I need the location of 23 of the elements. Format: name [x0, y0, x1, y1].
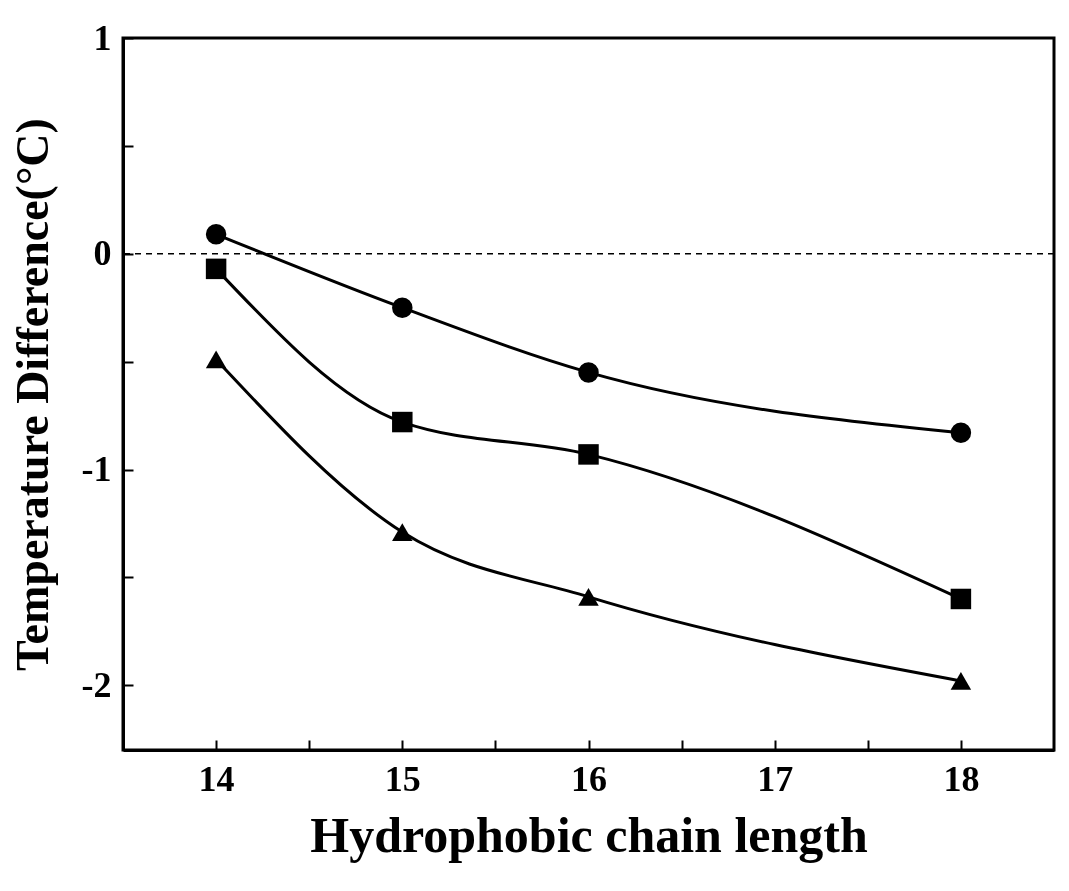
point: [205, 224, 227, 245]
x-tick-label: 16: [571, 758, 607, 799]
point: [950, 422, 972, 444]
y-tick-label: 1: [93, 17, 112, 58]
point: [950, 588, 972, 610]
point: [205, 258, 227, 280]
point: [578, 362, 599, 383]
point: [392, 297, 413, 318]
y-tick-label: -2: [81, 664, 112, 705]
point: [578, 587, 599, 606]
point: [578, 444, 599, 465]
y-axis-title: Temperature Difference(°C): [6, 118, 58, 671]
y-tick-label: 0: [93, 233, 112, 274]
x-tick-label: 17: [757, 758, 794, 799]
x-tick-label: 14: [198, 758, 235, 799]
x-tick-label: 18: [943, 758, 980, 799]
x-tick-label: 15: [384, 758, 421, 799]
point: [205, 350, 227, 369]
point: [392, 523, 413, 541]
point: [950, 672, 972, 690]
x-axis-title: Hydrophobic chain length: [310, 806, 868, 863]
y-tick-label: -1: [81, 449, 112, 490]
point: [392, 411, 413, 433]
